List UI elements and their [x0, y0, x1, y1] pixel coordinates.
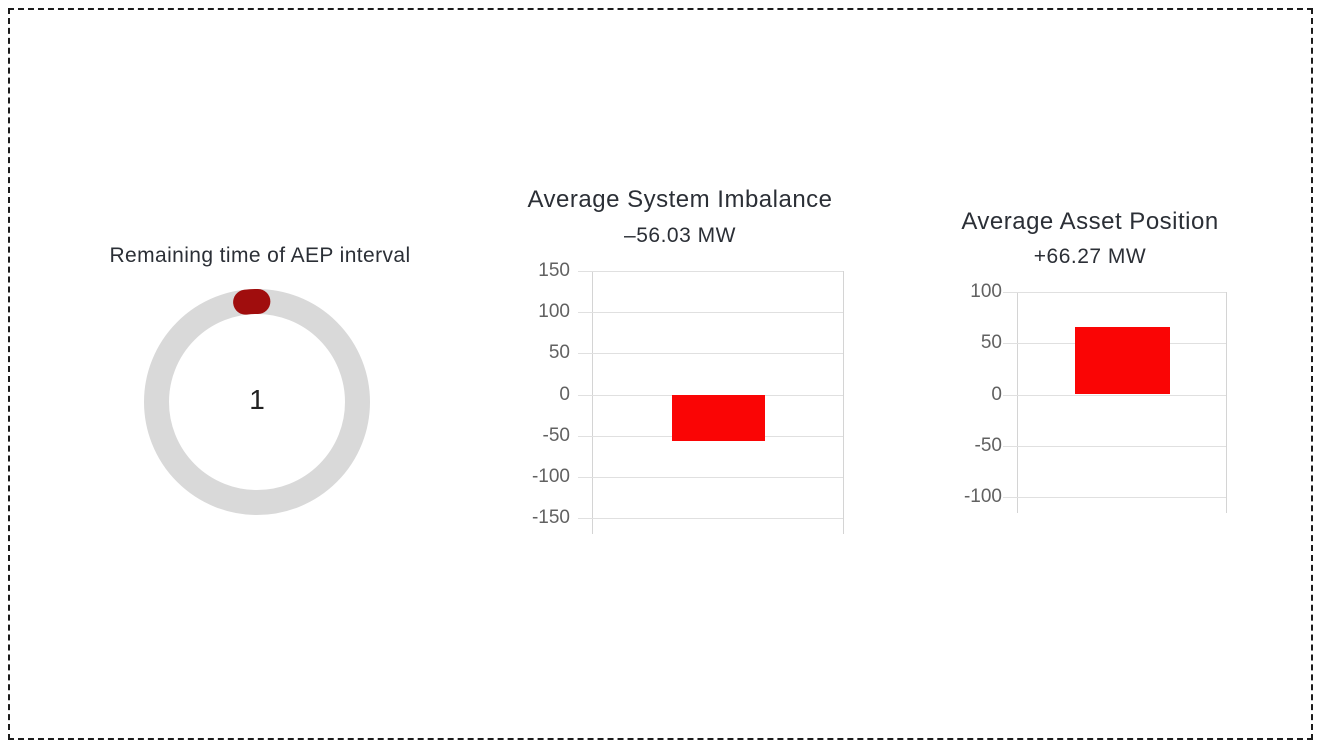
gridline: [578, 518, 843, 519]
y-tick-label: -100: [963, 486, 1002, 507]
chart-subtitle: –56.03 MW: [624, 224, 736, 247]
bar[interactable]: [1074, 326, 1170, 395]
gauge-title: Remaining time of AEP interval: [109, 244, 411, 267]
gridline: [578, 271, 843, 272]
y-tick-label: -100: [531, 465, 570, 487]
y-tick-label: 100: [538, 301, 570, 323]
gridline: [578, 476, 843, 478]
plot-area[interactable]: [1003, 292, 1227, 513]
y-axis-labels: 100 50 0 -50 -100: [920, 281, 1002, 507]
gauge-value: 1: [249, 384, 265, 415]
gauge-progress-knob: [233, 289, 271, 315]
avg-system-imbalance-chart: Average System Imbalance –56.03 MW 150 10…: [490, 182, 870, 547]
gridline: [578, 353, 843, 355]
gridline: [578, 312, 843, 314]
y-tick-label: 0: [991, 383, 1002, 405]
y-axis-labels: 150 100 50 0 -50 -100 -150: [490, 260, 570, 528]
bar[interactable]: [671, 394, 765, 441]
gauge-visual: Remaining time of AEP interval 1: [90, 240, 430, 540]
y-tick-label: 100: [970, 281, 1002, 302]
gauge-ring[interactable]: [90, 240, 430, 540]
chart-title: Average System Imbalance: [527, 186, 833, 213]
gridline: [1003, 445, 1226, 447]
chart-title: Average Asset Position: [961, 208, 1219, 235]
y-tick-label: 50: [980, 332, 1002, 354]
chart-subtitle: +66.27 MW: [1033, 245, 1147, 268]
y-tick-label: 0: [559, 383, 570, 405]
plot-area[interactable]: [578, 271, 844, 534]
y-tick-label: -150: [531, 507, 570, 528]
gridline: [1003, 497, 1226, 498]
avg-asset-position-chart: Average Asset Position +66.27 MW 100 50 0 -…: [920, 205, 1260, 535]
y-tick-label: 150: [538, 260, 570, 281]
y-tick-label: 50: [548, 342, 570, 364]
y-tick-label: -50: [542, 424, 570, 446]
gridline: [1003, 292, 1226, 293]
gridline: [1003, 394, 1226, 396]
y-tick-label: -50: [974, 434, 1002, 456]
